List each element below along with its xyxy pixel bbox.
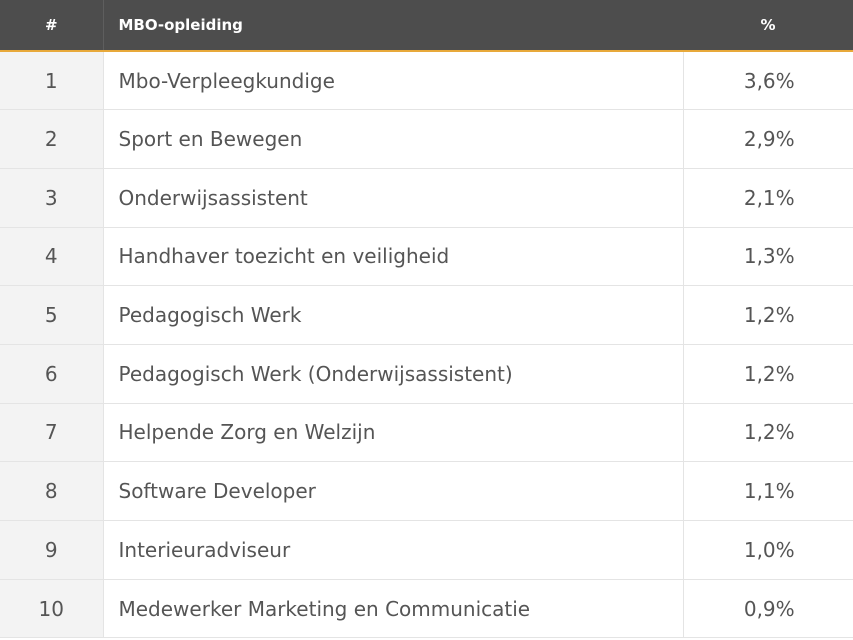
header-program: MBO-opleiding: [103, 0, 683, 52]
program-cell: Interieuradviseur: [103, 520, 684, 580]
percent-cell: 0,9%: [683, 578, 853, 639]
rank-cell: 9: [0, 520, 104, 580]
table-row: 6 Pedagogisch Werk (Onderwijsassistent) …: [0, 343, 853, 404]
table-header: # MBO-opleiding %: [0, 0, 853, 52]
program-cell: Onderwijsassistent: [103, 167, 684, 228]
rank-cell: 8: [0, 461, 104, 521]
table-row: 5 Pedagogisch Werk 1,2%: [0, 285, 853, 345]
program-cell: Pedagogisch Werk (Onderwijsassistent): [103, 343, 684, 404]
percent-cell: 1,1%: [683, 461, 853, 521]
header-rank: #: [0, 0, 104, 52]
program-cell: Handhaver toezicht en veiligheid: [103, 226, 684, 287]
header-percent: %: [683, 0, 853, 52]
rank-cell: 7: [0, 402, 104, 463]
table-row: 10 Medewerker Marketing en Communicatie …: [0, 578, 853, 639]
percent-cell: 1,2%: [683, 343, 853, 404]
percent-cell: 3,6%: [683, 50, 853, 111]
program-cell: Mbo-Verpleegkundige: [103, 50, 684, 111]
percent-cell: 1,0%: [683, 520, 853, 580]
rank-cell: 3: [0, 167, 104, 228]
percent-cell: 2,9%: [683, 109, 853, 169]
table-row: 7 Helpende Zorg en Welzijn 1,2%: [0, 402, 853, 463]
table-row: 1 Mbo-Verpleegkundige 3,6%: [0, 50, 853, 111]
rank-cell: 6: [0, 343, 104, 404]
header-row: # MBO-opleiding %: [0, 0, 853, 52]
percent-cell: 1,2%: [683, 285, 853, 345]
program-cell: Medewerker Marketing en Communicatie: [103, 578, 684, 639]
rank-cell: 1: [0, 50, 104, 111]
program-cell: Helpende Zorg en Welzijn: [103, 402, 684, 463]
table-row: 8 Software Developer 1,1%: [0, 461, 853, 521]
rank-cell: 2: [0, 109, 104, 169]
rank-cell: 5: [0, 285, 104, 345]
percent-cell: 2,1%: [683, 167, 853, 228]
table-row: 3 Onderwijsassistent 2,1%: [0, 167, 853, 228]
rank-cell: 10: [0, 578, 104, 639]
table-body: 1 Mbo-Verpleegkundige 3,6% 2 Sport en Be…: [0, 50, 853, 639]
program-cell: Sport en Bewegen: [103, 109, 684, 169]
program-cell: Pedagogisch Werk: [103, 285, 684, 345]
percent-cell: 1,2%: [683, 402, 853, 463]
table-row: 2 Sport en Bewegen 2,9%: [0, 109, 853, 169]
percent-cell: 1,3%: [683, 226, 853, 287]
table-row: 4 Handhaver toezicht en veiligheid 1,3%: [0, 226, 853, 287]
table-row: 9 Interieuradviseur 1,0%: [0, 520, 853, 580]
program-cell: Software Developer: [103, 461, 684, 521]
rank-cell: 4: [0, 226, 104, 287]
